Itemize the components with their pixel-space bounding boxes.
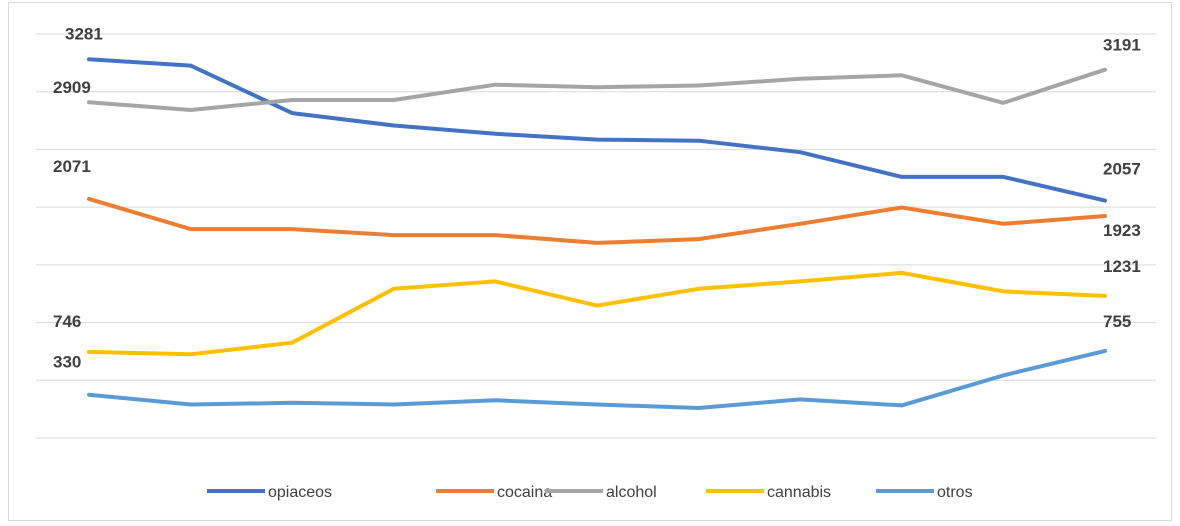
- legend-label-cocaina: cocaina: [497, 484, 552, 501]
- legend-label-opiaceos: opiaceos: [268, 484, 332, 501]
- series-line-cocaina: [87, 196, 1107, 245]
- data-label-cannabis-10: 1231: [1103, 257, 1141, 276]
- data-label-otros-0: 330: [53, 353, 81, 372]
- legend-label-otros: otros: [937, 484, 973, 501]
- series-line-alcohol: [87, 67, 1107, 112]
- data-label-opiaceos-10: 2057: [1103, 160, 1141, 179]
- series-line-opiaceos: [87, 57, 1107, 203]
- legend-label-cannabis: cannabis: [767, 484, 831, 501]
- data-label-alcohol-0: 2909: [53, 78, 91, 97]
- legend-label-alcohol: alcohol: [606, 484, 657, 501]
- series-line-cannabis: [87, 270, 1107, 357]
- data-label-alcohol-10: 3191: [1103, 36, 1141, 55]
- data-label-opiaceos-0: 3281: [65, 24, 103, 43]
- data-label-cannabis-0: 746: [53, 312, 81, 331]
- data-label-otros-10: 755: [1103, 312, 1131, 331]
- data-label-cocaina-0: 2071: [53, 157, 91, 176]
- series-line-otros: [87, 348, 1107, 410]
- data-label-cocaina-10: 1923: [1103, 221, 1141, 240]
